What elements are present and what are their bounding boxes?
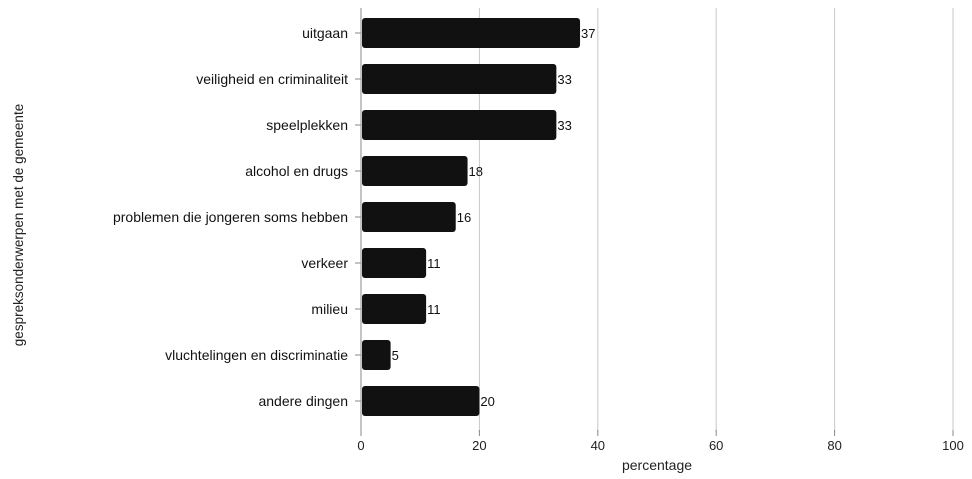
y-axis-title: gespreksonderwerpen met de gemeente <box>11 104 26 346</box>
category-label: speelplekken <box>266 117 348 133</box>
bar <box>362 294 427 324</box>
x-tick-label: 100 <box>942 438 964 453</box>
category-label: problemen die jongeren soms hebben <box>113 209 348 225</box>
x-tick-labels: 0 20 40 60 80 100 <box>357 430 964 453</box>
gridlines <box>355 8 954 432</box>
bars <box>362 18 581 416</box>
bar <box>362 386 480 416</box>
value-labels: 37 33 33 18 16 11 11 5 20 <box>392 26 596 409</box>
x-tick-label: 0 <box>357 438 364 453</box>
x-tick-label: 40 <box>591 438 605 453</box>
bar <box>362 202 456 232</box>
value-label: 18 <box>469 164 483 179</box>
value-label: 5 <box>392 348 399 363</box>
bar <box>362 18 581 48</box>
category-label: vluchtelingen en discriminatie <box>165 347 348 363</box>
bar <box>362 64 557 94</box>
category-label: milieu <box>311 301 348 317</box>
category-label: veiligheid en criminaliteit <box>196 71 348 87</box>
category-label: andere dingen <box>258 393 348 409</box>
value-label: 37 <box>581 26 595 41</box>
value-label: 16 <box>457 210 471 225</box>
x-tick-label: 80 <box>827 438 841 453</box>
category-label: uitgaan <box>302 25 348 41</box>
x-axis-title: percentage <box>622 457 692 473</box>
bar <box>362 110 557 140</box>
value-label: 33 <box>557 72 571 87</box>
category-label: verkeer <box>301 255 348 271</box>
category-labels: uitgaan veiligheid en criminaliteit speelp… <box>113 25 348 409</box>
value-label: 11 <box>427 302 441 317</box>
value-label: 11 <box>427 256 441 271</box>
x-tick-label: 60 <box>709 438 723 453</box>
bar <box>362 340 391 370</box>
bar <box>362 248 427 278</box>
category-label: alcohol en drugs <box>245 163 348 179</box>
bar <box>362 156 468 186</box>
value-label: 33 <box>557 118 571 133</box>
value-label: 20 <box>480 394 494 409</box>
x-tick-label: 20 <box>472 438 486 453</box>
